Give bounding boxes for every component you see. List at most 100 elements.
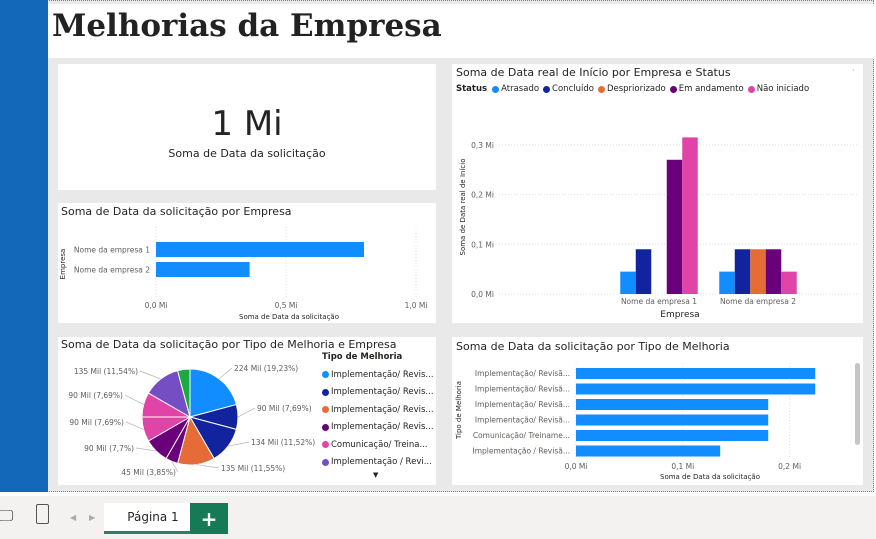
y-tick-label: 0,1 Mi [471,240,494,249]
pie-card[interactable]: Soma de Data da solicitação por Tipo de … [58,337,436,485]
y-tick-label: Implementação/ Revisã... [475,416,570,425]
pie-leader-line [125,421,144,430]
y-tick-label: Nome da empresa 2 [74,266,150,275]
pie-leader-line [124,394,144,405]
bar-Atrasado [719,271,735,294]
legend-scroll-down-icon[interactable]: ▼ [373,471,379,479]
pie-legend-item[interactable]: Comunicação/ Treina... [322,436,434,454]
legend-dot-icon [322,458,329,466]
pie-chart: 224 Mil (19,23%) 90 Mil (7,69%) 134 Mil (1… [68,364,315,477]
pie-legend-item[interactable]: Implementação/ Revis... [322,419,434,437]
y-axis-title: Empresa [59,249,67,280]
tipo-bar-title: Soma de Data da solicitação por Tipo de … [456,340,730,353]
bar-6 [576,445,721,457]
pie-data-label: 90 Mil (7,7%) [84,444,134,453]
legend-item-atrasado[interactable]: Atrasado [492,84,539,94]
status-legend: Status Atrasado Concluído Despriorizado … [456,84,813,94]
y-axis-title: Soma de Data real de Início [459,159,467,256]
add-page-button[interactable]: + [190,503,228,534]
legend-dot-icon [322,441,329,449]
pie-data-label: 135 Mil (11,55%) [221,464,285,473]
pie-leader-line [228,441,250,447]
legend-item-despriorizado[interactable]: Despriorizado [597,84,666,94]
pie-leader-line [171,461,179,473]
status-column-chart: 0,0 Mi 0,1 Mi 0,2 Mi 0,3 Mi Soma de Data rea… [459,137,859,320]
y-tick-label: Implementação/ Revisã... [475,400,570,409]
bar-5 [576,430,769,441]
pie-legend-item[interactable]: Implementação/ Revis... [322,401,434,419]
tipo-bar-chart: 0,0 Mi 0,1 Mi 0,2 Mi Implementação/ Revisã.… [455,363,816,481]
title-banner [48,4,874,58]
status-legend-title: Status [456,84,488,94]
bar-Concluído [734,249,751,294]
status-column-card[interactable]: Soma de Data real de Início por Empresa … [452,64,863,323]
kpi-value: 1 Mi [211,104,283,144]
legend-item-em-andamento[interactable]: Em andamento [669,84,744,94]
legend-dot-icon [543,85,551,93]
x-axis-title: Soma de Data da solicitação [660,473,760,481]
pie-legend-item[interactable]: Implementação/ Revis... [322,366,434,384]
bar-4 [576,414,769,426]
pie-data-label: 90 Mil (7,69%) [69,418,124,427]
pie-legend-item[interactable]: Implementação/ Revis... [322,384,434,402]
pie-data-label: 90 Mil (7,69%) [257,404,312,413]
desktop-view-icon[interactable]: 🖵 [0,506,14,525]
y-tick-label: 0,0 Mi [471,290,494,299]
kpi-card[interactable]: 1 Mi Soma de Data da solicitação [58,64,436,190]
mobile-view-icon[interactable] [36,504,49,524]
pie-data-label: 134 Mil (11,52%) [251,438,315,447]
kpi-label: Soma de Data da solicitação [168,147,326,160]
legend-dot-icon [322,423,329,431]
y-tick-label: Implementação/ Revisã... [475,369,570,378]
bar-2 [156,262,250,277]
bar-3 [576,399,769,410]
bar-Em andamento [666,159,683,294]
bar-2 [576,383,816,395]
x-tick-label: Nome da empresa 1 [621,297,697,306]
pie-legend-title: Tipo de Melhoria [322,352,403,362]
tab-pagina-1[interactable]: Página 1 [104,503,202,534]
status-chart-title: Soma de Data real de Início por Empresa … [456,66,731,79]
legend-item-nao-iniciado[interactable]: Não iniciado [747,84,809,94]
x-axis-title: Soma de Data da solicitação [239,313,339,321]
bar-Em andamento [765,249,782,294]
pie-leader-line [135,447,157,452]
pie-leader-line [196,464,220,469]
pie-leader-line [237,407,256,418]
pie-leader-line [139,370,161,380]
pie-data-label: 224 Mil (19,23%) [234,364,298,373]
x-tick-label: 0,0 Mi [145,301,168,310]
bar-Não iniciado [682,137,698,294]
bar-1 [576,368,816,379]
next-page-icon[interactable]: ▶ [89,513,96,522]
report-title: Melhorias da Empresa [52,8,442,44]
x-tick-label: 0,5 Mi [275,301,298,310]
bar-1 [156,242,364,257]
legend-dot-icon [322,406,329,414]
bar-Atrasado [620,271,636,294]
x-axis-title: Empresa [660,310,699,320]
pie-chart-title: Soma de Data da solicitação por Tipo de … [61,338,397,351]
x-tick-label: Nome da empresa 2 [720,297,796,306]
y-tick-label: 0,2 Mi [471,191,494,200]
more-options-icon[interactable]: · [852,66,855,75]
vertical-scrollbar[interactable] [855,363,860,445]
y-tick-label: Comunicação/ Treiname... [473,431,570,440]
x-tick-label: 0,2 Mi [778,462,801,471]
pie-legend: Tipo de Melhoria Implementação/ Revis...… [322,352,434,479]
x-tick-label: 1,0 Mi [405,301,428,310]
x-tick-label: 0,1 Mi [671,462,694,471]
prev-page-icon[interactable]: ◀ [70,513,77,522]
legend-dot-icon [492,85,500,93]
legend-item-concluido[interactable]: Concluído [543,84,594,94]
pie-legend-item[interactable]: Implementação / Revi... [322,454,434,472]
legend-dot-icon [322,388,329,396]
bar-Não iniciado [781,271,797,294]
pie-data-label: 135 Mil (11,54%) [74,367,138,376]
tipo-bar-card[interactable]: Soma de Data da solicitação por Tipo de … [452,337,863,485]
empresa-bar-card[interactable]: Soma de Data da solicitação por Empresa … [58,203,436,323]
legend-dot-icon [669,85,677,93]
empresa-bar-title: Soma de Data da solicitação por Empresa [61,205,292,218]
pie-slice [176,368,191,418]
bar-Despriorizado [750,249,766,294]
